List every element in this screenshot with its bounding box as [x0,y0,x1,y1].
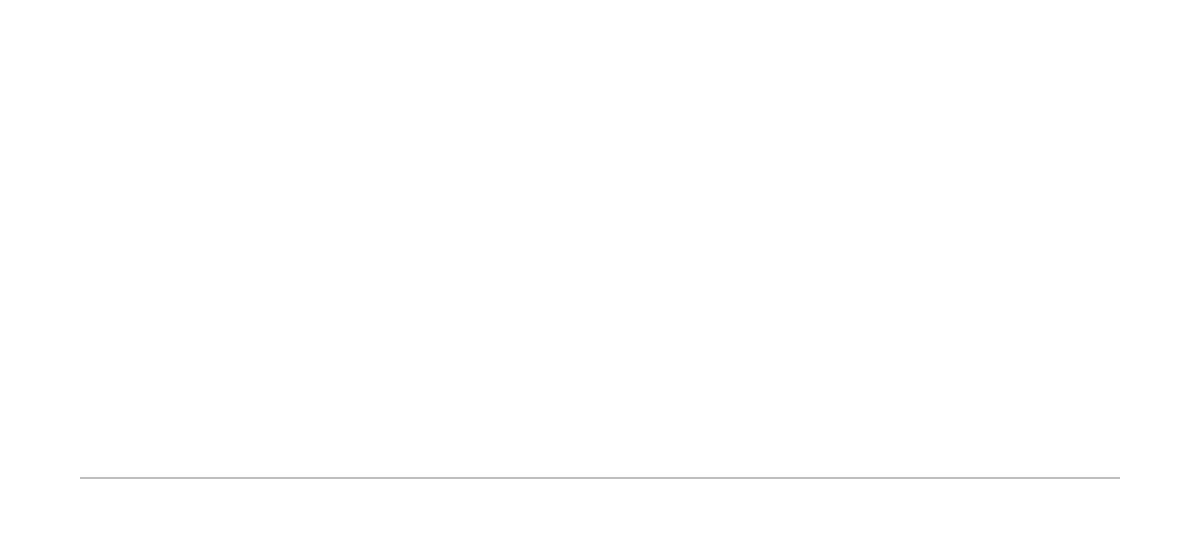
combo-chart [0,0,1200,558]
chart-svg [0,0,1200,558]
